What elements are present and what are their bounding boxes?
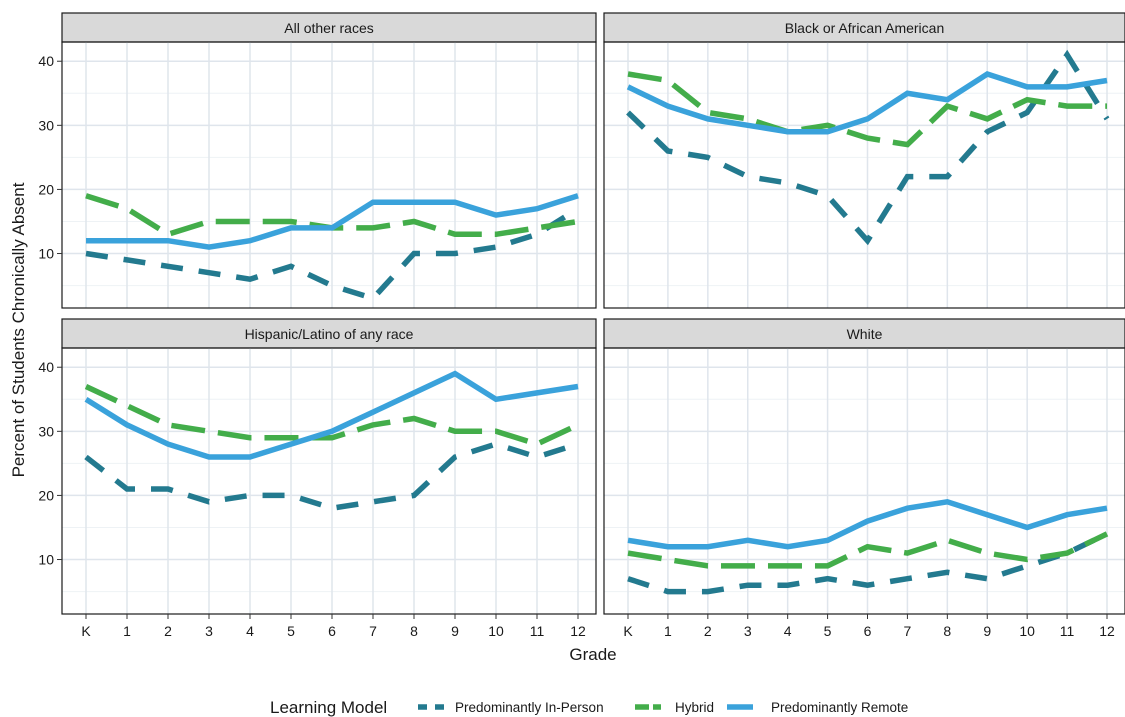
y-tick-label: 30 [38,117,54,133]
panel-border [603,41,1125,309]
y-axis-title: Percent of Students Chronically Absent [9,182,28,477]
series-line-predominantly-in-person [84,441,579,512]
facet-title: Hispanic/Latino of any race [245,326,414,342]
legend-title: Learning Model [270,698,387,717]
facet-strip [61,12,597,43]
grid [62,42,596,308]
series-line-predominantly-remote [626,70,1108,135]
series-line-predominantly-remote [627,498,1108,550]
series-group [85,193,580,302]
grid [604,348,1125,614]
x-tick-label: 10 [1019,623,1035,639]
x-tick-label: 8 [943,623,951,639]
x-tick-label: 1 [664,623,672,639]
panel-border [61,41,597,309]
y-tick-label: 20 [38,181,54,197]
facet-title: White [847,326,883,342]
y-tick-label: 10 [38,552,54,568]
series-line-predominantly-in-person [85,206,580,302]
series-line-predominantly-remote [86,193,579,250]
x-tick-label: 3 [744,623,752,639]
grid [62,348,596,614]
facet-strip [603,12,1125,43]
series-line-hybrid [84,384,580,448]
x-tick-label: 6 [328,623,336,639]
series-line-predominantly-in-person [627,531,1109,595]
x-tick-label: 11 [1060,623,1075,639]
x-tick-label: 9 [451,623,459,639]
facet-panel: Black or African American [603,12,1125,309]
y-tick-label: 40 [38,53,54,69]
series-group [84,370,580,512]
facet-panel: All other races 10 20 30 40 [38,12,597,309]
legend: Learning Model Predominantly In-Person Hyb… [270,698,908,717]
legend-label: Predominantly Remote [771,700,908,715]
y-tick-label: 30 [38,423,54,439]
x-tick-label: 10 [488,623,504,639]
x-tick-label: K [623,623,633,639]
x-tick-label: 3 [205,623,213,639]
x-tick-label: 8 [410,623,418,639]
x-tick-label: 11 [530,623,545,639]
series-line-predominantly-remote [84,370,579,460]
series-line-predominantly-in-person [626,49,1110,246]
facet-title: All other races [284,20,373,36]
x-tick-label: 9 [983,623,991,639]
legend-label: Hybrid [675,700,714,715]
legend-item: Predominantly Remote [727,700,908,715]
x-tick-label: 12 [1099,623,1115,639]
legend-item: Predominantly In-Person [418,700,604,715]
x-tick-label: 4 [784,623,792,639]
x-tick-label: 7 [904,623,912,639]
panel-border [61,347,597,615]
series-group [626,49,1110,246]
x-tick-label: 2 [164,623,172,639]
series-group [627,498,1109,595]
panel-border [603,347,1125,615]
y-tick-label: 40 [38,359,54,375]
x-tick-label: 6 [864,623,872,639]
series-line-hybrid [627,71,1107,148]
legend-item: Hybrid [635,700,714,715]
x-tick-label: 5 [287,623,295,639]
grid [604,42,1125,308]
y-tick-label: 10 [38,246,54,262]
x-tick-label: K [81,623,91,639]
x-axis-title: Grade [569,645,616,664]
x-tick-label: 12 [570,623,586,639]
x-tick-label: 4 [246,623,254,639]
series-line-hybrid [627,531,1109,569]
y-tick-label: 20 [38,487,54,503]
x-tick-label: 7 [369,623,377,639]
legend-label: Predominantly In-Person [455,700,604,715]
x-tick-label: 1 [123,623,131,639]
facet-title: Black or African American [785,20,945,36]
x-tick-label: 5 [824,623,832,639]
x-tick-label: 2 [704,623,712,639]
